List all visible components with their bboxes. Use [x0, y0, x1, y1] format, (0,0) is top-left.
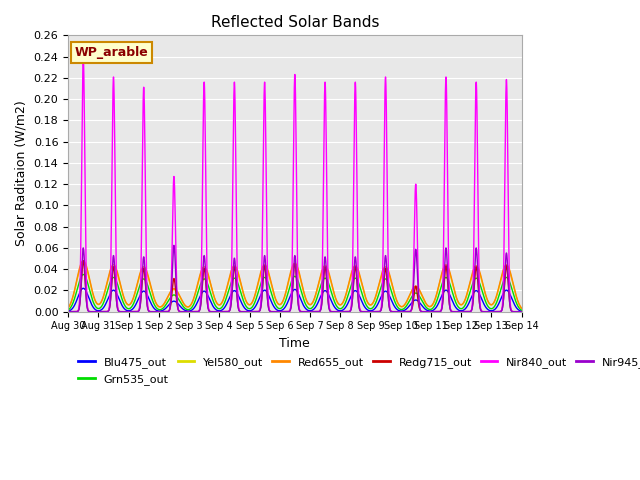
Legend: Blu475_out, Grn535_out, Yel580_out, Red655_out, Redg715_out, Nir840_out, Nir945_: Blu475_out, Grn535_out, Yel580_out, Red6… — [74, 353, 640, 389]
X-axis label: Time: Time — [280, 337, 310, 350]
Text: WP_arable: WP_arable — [75, 46, 148, 59]
Title: Reflected Solar Bands: Reflected Solar Bands — [211, 15, 379, 30]
Y-axis label: Solar Raditaion (W/m2): Solar Raditaion (W/m2) — [15, 101, 28, 246]
